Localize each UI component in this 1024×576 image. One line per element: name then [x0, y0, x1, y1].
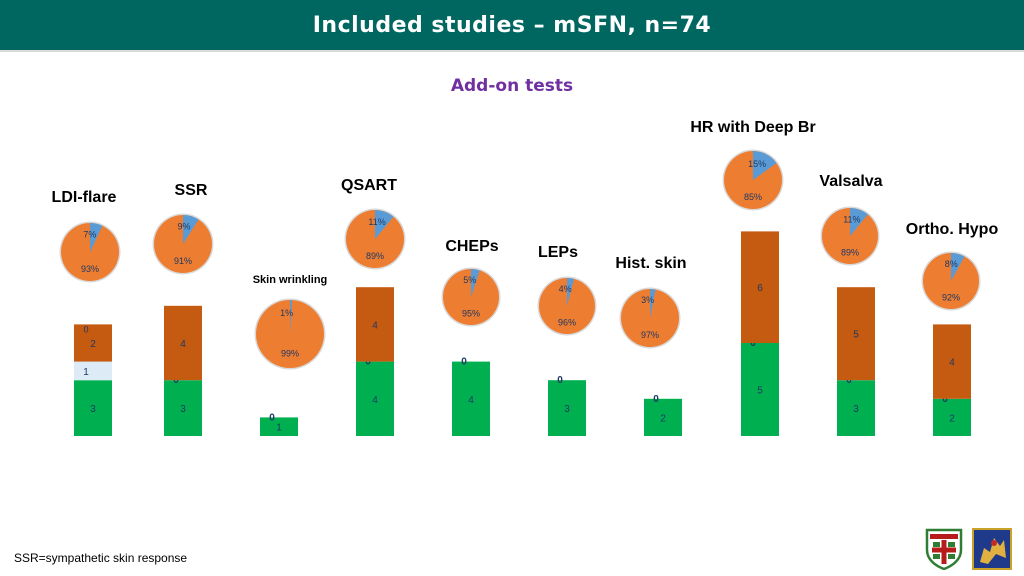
bar-segment — [933, 398, 971, 436]
category-label: Ortho. Hypo — [906, 221, 999, 238]
bar-segment — [548, 380, 586, 436]
header-bar: Included studies – mSFN, n=74 — [0, 0, 1024, 50]
category-label: LEPs — [538, 244, 578, 261]
pie-slice-minor — [951, 253, 965, 281]
pie-label-major: 89% — [366, 251, 384, 261]
data-label: 0 — [83, 324, 88, 334]
pie-slice-minor — [850, 208, 868, 236]
pie-slice-minor — [753, 151, 777, 180]
bar-segment — [452, 361, 490, 436]
pie-label-major: 85% — [744, 192, 762, 202]
bar-segment — [837, 380, 875, 436]
data-label: 6 — [757, 283, 763, 294]
data-label: 4 — [468, 395, 474, 406]
pie-slice-minor — [471, 269, 480, 297]
pie-label-minor: 11% — [368, 217, 385, 227]
data-label: 0 — [173, 375, 179, 386]
page-title: Included studies – mSFN, n=74 — [312, 12, 712, 38]
data-label: 3 — [90, 404, 96, 415]
category-label: CHEPs — [445, 238, 498, 255]
data-label: 4 — [372, 395, 378, 406]
pie-label-minor: 4% — [559, 284, 572, 294]
pie-slice-minor — [90, 222, 103, 252]
pie-label-major: 91% — [174, 256, 192, 266]
data-label: 2 — [949, 413, 955, 424]
data-label: 3 — [853, 404, 859, 415]
pie-label-major: 99% — [281, 349, 299, 359]
pie-slice-minor — [183, 215, 199, 244]
data-label: 5 — [853, 330, 859, 341]
category-label: SSR — [175, 182, 208, 199]
category-label: LDI-flare — [52, 189, 117, 206]
pie-slice-minor — [650, 289, 656, 318]
data-label: 1 — [276, 423, 282, 434]
data-label: 0 — [750, 338, 756, 349]
category-label: HR with Deep Br — [690, 119, 815, 136]
pie-label-major: 96% — [558, 317, 576, 327]
pie-label-minor: 3% — [641, 295, 654, 305]
category-label: QSART — [341, 177, 397, 194]
bar-segment — [74, 361, 112, 381]
data-label: 0 — [365, 357, 371, 368]
pie-label-major: 95% — [462, 308, 480, 318]
department-crest-logo — [972, 528, 1012, 570]
pie-label-minor: 7% — [83, 229, 96, 239]
pie-slice-minor — [567, 278, 574, 306]
bar-segment — [260, 417, 298, 436]
bar-segment — [74, 324, 112, 362]
chart-subtitle: Add-on tests — [450, 76, 574, 96]
category-label: Valsalva — [819, 173, 882, 190]
data-label: 4 — [949, 358, 955, 369]
data-label: 0 — [557, 375, 563, 386]
data-label: 0 — [269, 412, 275, 423]
bar-segment — [164, 380, 202, 436]
bar-segment — [933, 324, 971, 399]
pie-label-major: 93% — [81, 264, 99, 274]
data-label: 3 — [180, 404, 186, 415]
footnote: SSR=sympathetic skin response — [14, 551, 188, 565]
pie-label-minor: 9% — [178, 222, 191, 232]
pie-label-minor: 1% — [280, 308, 293, 318]
data-label: 0 — [653, 394, 659, 405]
university-shield-logo — [925, 528, 963, 570]
bar-segment — [356, 361, 394, 436]
data-label: 1 — [83, 367, 89, 378]
category-label: Hist. skin — [615, 255, 686, 272]
bar-segment — [356, 287, 394, 362]
pie-label-minor: 8% — [945, 259, 958, 269]
data-label: 4 — [180, 339, 186, 350]
pie-label-minor: 15% — [748, 159, 766, 169]
bar-segment — [644, 398, 682, 436]
header-divider — [0, 50, 1024, 52]
data-label: 2 — [660, 413, 666, 424]
bar-segment — [741, 231, 779, 343]
data-label: 5 — [757, 386, 763, 397]
data-label: 4 — [372, 320, 378, 331]
bar-segment — [837, 287, 875, 381]
pie-slice-minor — [290, 300, 293, 334]
data-label: 0 — [461, 357, 467, 368]
data-label: 2 — [90, 339, 96, 350]
bar-segment — [164, 305, 202, 381]
pie-label-major: 97% — [641, 330, 659, 340]
category-label: Skin wrinkling — [253, 274, 328, 286]
bar-segment — [74, 380, 112, 436]
data-label: 0 — [846, 375, 852, 386]
pie-label-major: 92% — [942, 292, 960, 302]
pie-label-minor: 5% — [463, 275, 476, 285]
pie-label-major: 89% — [841, 247, 859, 257]
data-label: 0 — [942, 394, 948, 405]
data-label: 3 — [564, 404, 570, 415]
pie-label-minor: 11% — [843, 215, 860, 225]
bar-segment — [741, 343, 779, 436]
pie-slice-minor — [375, 210, 394, 239]
